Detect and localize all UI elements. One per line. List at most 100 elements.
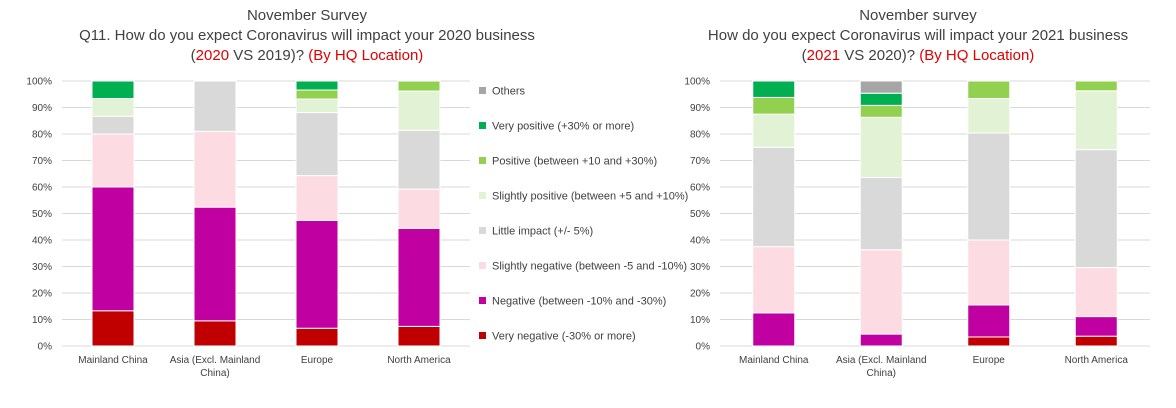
legend-swatch: [479, 332, 486, 339]
y-tick-label: 100%: [26, 77, 52, 88]
y-tick-label: 80%: [32, 130, 52, 141]
bar-segment: [295, 175, 339, 221]
bar-segment: [1074, 90, 1118, 151]
x-tick-label: North America: [387, 355, 451, 366]
chart-title-part: November survey: [859, 7, 977, 24]
chart-title-part: November Survey: [247, 7, 368, 24]
y-tick-label: 30%: [32, 262, 52, 273]
bar-segment: [295, 98, 339, 114]
chart-title-part: Q11. How do you expect Coronavirus will …: [79, 27, 535, 44]
bar-segment: [859, 104, 903, 118]
bar-segment: [859, 92, 903, 106]
x-tick-label: Europe: [301, 355, 334, 366]
chart-title-part: (By HQ Location): [308, 47, 423, 64]
chart-title-part: (: [191, 47, 196, 64]
y-tick-label: 10%: [32, 315, 52, 326]
bar-segment: [967, 80, 1011, 99]
x-tick-label: Asia (Excl. Mainland: [836, 355, 927, 366]
bar-segment: [752, 146, 796, 248]
bar-segment: [859, 116, 903, 178]
bar-segment: [1074, 316, 1118, 337]
chart-title-line: November survey: [859, 7, 977, 24]
chart-title-part: VS 2019)?: [229, 47, 308, 64]
x-tick-label: China): [200, 368, 229, 379]
y-tick-label: 50%: [32, 209, 52, 220]
y-tick-label: 0%: [38, 342, 53, 353]
chart-title-part: (By HQ Location): [919, 47, 1034, 64]
legend-label: Positive (between +10 and +30%): [492, 156, 657, 168]
chart-title-part: 2020: [196, 47, 229, 64]
bar-segment: [859, 176, 903, 251]
bar-segment: [1074, 267, 1118, 318]
chart-title-part: (: [802, 47, 807, 64]
bar-segment: [752, 80, 796, 98]
y-tick-label: 10%: [690, 315, 710, 326]
bar-segment: [967, 304, 1011, 338]
y-tick-label: 80%: [690, 130, 710, 141]
legend-label: Slightly positive (between +5 and +10%): [492, 191, 688, 203]
bar-segment: [295, 80, 339, 91]
bar-segment: [397, 188, 441, 229]
bar-segment: [91, 115, 135, 135]
legend-label: Very positive (+30% or more): [492, 121, 634, 133]
y-tick-label: 100%: [684, 77, 710, 88]
bar-segment: [397, 129, 441, 190]
legend-label: Very negative (-30% or more): [492, 331, 636, 343]
bar-segment: [193, 320, 237, 347]
bar-segment: [91, 186, 135, 312]
bar-segment: [295, 327, 339, 347]
bar-segment: [295, 112, 339, 177]
bar-segment: [397, 227, 441, 327]
chart-title-part: 2021: [807, 47, 840, 64]
chart-title-line: How do you expect Coronavirus will impac…: [708, 27, 1128, 44]
chart-1: November Survey Q11. How do you expect Co…: [26, 7, 688, 379]
bar-segment: [193, 130, 237, 208]
bar-segment: [295, 89, 339, 100]
bar-segment: [91, 80, 135, 99]
bar-segment: [91, 133, 135, 188]
bar-segment: [752, 96, 796, 115]
bar-segment: [91, 310, 135, 347]
chart-title-line: (2021 VS 2020)? (By HQ Location): [802, 47, 1035, 64]
x-tick-label: North America: [1065, 355, 1129, 366]
bar-segment: [397, 325, 441, 347]
legend-label: Little impact (+/- 5%): [492, 226, 593, 238]
legend-swatch: [479, 262, 486, 269]
bar-segment: [1074, 80, 1118, 92]
legend-label: Others: [492, 86, 526, 98]
legend: Others Very positive (+30% or more) Positi…: [479, 86, 688, 343]
chart-title-part: VS 2020)?: [840, 47, 919, 64]
y-tick-label: 90%: [690, 103, 710, 114]
bar-segment: [397, 90, 441, 131]
x-tick-label: China): [867, 368, 896, 379]
chart-title-part: How do you expect Coronavirus will impac…: [708, 27, 1128, 44]
bar-segment: [295, 219, 339, 329]
y-tick-label: 30%: [690, 262, 710, 273]
legend-label: Slightly negative (between -5 and -10%): [492, 261, 687, 273]
bar-segment: [752, 246, 796, 314]
x-tick-label: Mainland China: [739, 355, 809, 366]
legend-swatch: [479, 192, 486, 199]
legend-swatch: [479, 297, 486, 304]
y-tick-label: 60%: [32, 183, 52, 194]
legend-label: Negative (between -10% and -30%): [492, 296, 666, 308]
bar-segment: [859, 333, 903, 347]
y-tick-label: 40%: [690, 236, 710, 247]
x-tick-label: Mainland China: [78, 355, 148, 366]
bar-segment: [91, 97, 135, 117]
bar-segment: [859, 249, 903, 335]
bar-segment: [967, 132, 1011, 241]
bar-segment: [193, 80, 237, 132]
chart-2: November survey How do you expect Coronav…: [684, 7, 1150, 379]
bar-segment: [752, 113, 796, 148]
y-tick-label: 20%: [690, 289, 710, 300]
legend-swatch: [479, 87, 486, 94]
chart-title-line: November Survey: [247, 7, 368, 24]
chart-title-line: Q11. How do you expect Coronavirus will …: [79, 27, 535, 44]
bar-segment: [752, 312, 796, 347]
y-tick-label: 40%: [32, 236, 52, 247]
legend-swatch: [479, 157, 486, 164]
bar-segment: [967, 97, 1011, 134]
bar-segment: [193, 206, 237, 322]
